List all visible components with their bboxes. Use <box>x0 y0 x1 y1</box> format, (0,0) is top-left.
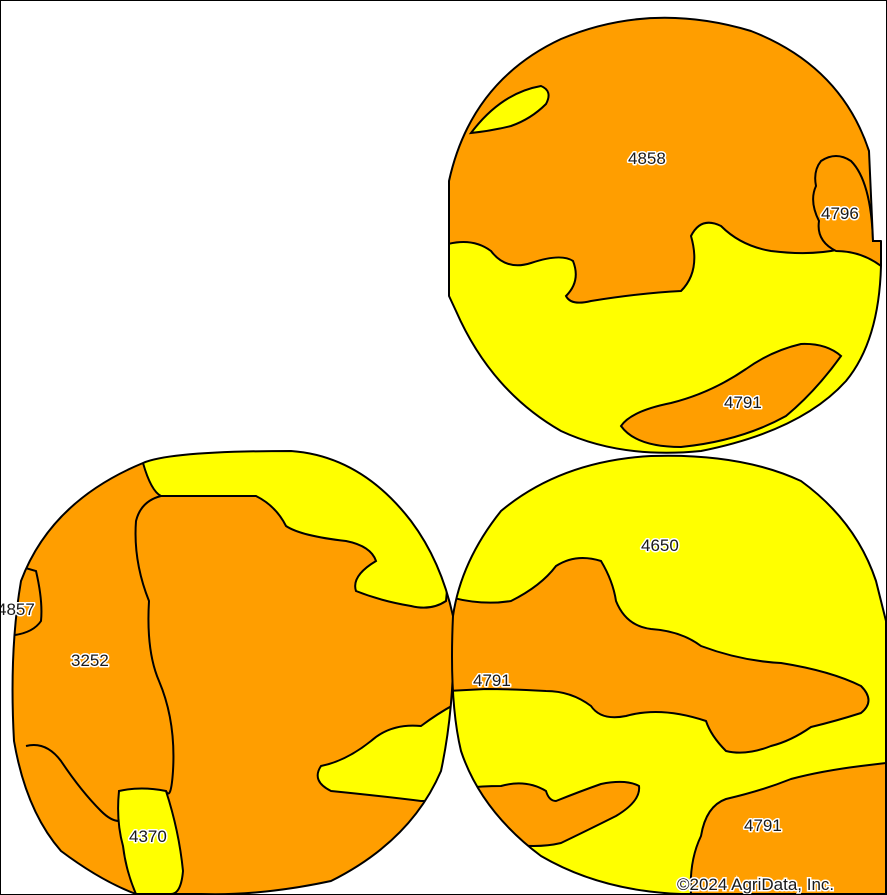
soil-label: 4650 <box>641 536 679 555</box>
soil-boundary-left-inner <box>134 495 175 795</box>
soil-label: 4857 <box>1 600 35 619</box>
soil-label: 4791 <box>724 393 762 412</box>
soil-polygon-4791-right-bottom <box>689 761 886 894</box>
soil-label: 4791 <box>744 816 782 835</box>
soil-polygon-4791-right-middle <box>452 556 870 754</box>
field-left <box>11 450 455 894</box>
soil-polygon-yellow-top-left <box>468 84 550 135</box>
field-top <box>448 16 882 454</box>
soil-label: 4791 <box>473 671 511 690</box>
soil-polygon-4791-top <box>619 342 843 449</box>
soil-polygon-4370 <box>117 787 185 894</box>
copyright-text: ©2024 AgriData, Inc. <box>677 875 834 894</box>
soil-label: 4370 <box>129 827 167 846</box>
soil-label: 4796 <box>821 204 859 223</box>
soil-polygon-4857 <box>12 559 43 638</box>
soil-label: 4858 <box>628 149 666 168</box>
soil-polygon-yellow-left-bottom <box>316 699 454 802</box>
soil-polygon-4796 <box>812 155 881 268</box>
field-right <box>451 454 886 894</box>
soil-label: 3252 <box>71 651 109 670</box>
soil-boundary-left-lower <box>25 744 120 822</box>
